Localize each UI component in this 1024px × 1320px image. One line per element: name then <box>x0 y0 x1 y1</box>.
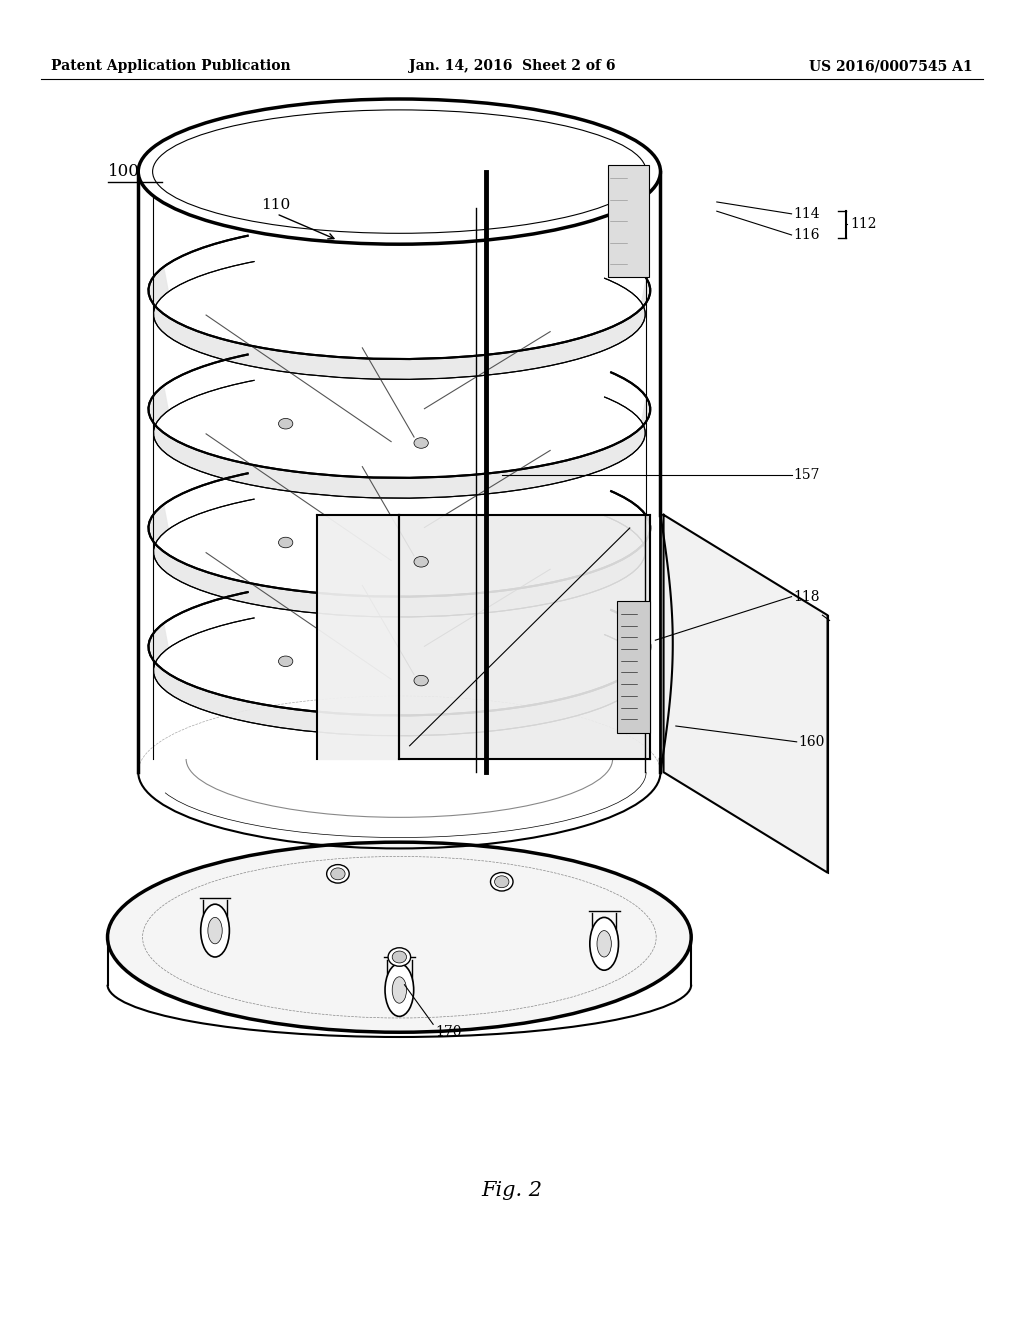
Text: 100: 100 <box>108 164 139 180</box>
Bar <box>608 165 649 277</box>
Bar <box>617 601 650 733</box>
Text: 112: 112 <box>850 218 877 231</box>
Ellipse shape <box>414 557 428 568</box>
Ellipse shape <box>490 873 513 891</box>
Ellipse shape <box>392 950 407 964</box>
Ellipse shape <box>138 99 660 244</box>
Ellipse shape <box>279 418 293 429</box>
Ellipse shape <box>414 676 428 686</box>
Ellipse shape <box>495 876 509 888</box>
Ellipse shape <box>208 917 222 944</box>
Ellipse shape <box>327 865 349 883</box>
Text: 118: 118 <box>794 590 820 603</box>
Ellipse shape <box>414 438 428 449</box>
Polygon shape <box>317 515 399 759</box>
Text: US 2016/0007545 A1: US 2016/0007545 A1 <box>809 59 973 74</box>
Text: Patent Application Publication: Patent Application Publication <box>51 59 291 74</box>
Ellipse shape <box>108 842 691 1032</box>
Ellipse shape <box>388 948 411 966</box>
Ellipse shape <box>590 917 618 970</box>
Polygon shape <box>148 385 650 498</box>
Ellipse shape <box>385 964 414 1016</box>
Text: 160: 160 <box>799 735 825 748</box>
Ellipse shape <box>597 931 611 957</box>
Text: 170: 170 <box>435 1026 462 1039</box>
Ellipse shape <box>279 656 293 667</box>
Ellipse shape <box>153 110 646 234</box>
Text: Fig. 2: Fig. 2 <box>481 1181 543 1200</box>
Text: 116: 116 <box>794 228 820 242</box>
Text: Jan. 14, 2016  Sheet 2 of 6: Jan. 14, 2016 Sheet 2 of 6 <box>409 59 615 74</box>
Text: 110: 110 <box>261 198 291 211</box>
Polygon shape <box>399 515 650 759</box>
Text: 114: 114 <box>794 207 820 220</box>
Polygon shape <box>148 504 650 616</box>
Text: 157: 157 <box>794 469 820 482</box>
Polygon shape <box>148 623 650 735</box>
Ellipse shape <box>201 904 229 957</box>
Polygon shape <box>148 267 650 379</box>
Ellipse shape <box>392 977 407 1003</box>
Ellipse shape <box>279 537 293 548</box>
Ellipse shape <box>331 869 345 880</box>
Polygon shape <box>664 515 827 873</box>
